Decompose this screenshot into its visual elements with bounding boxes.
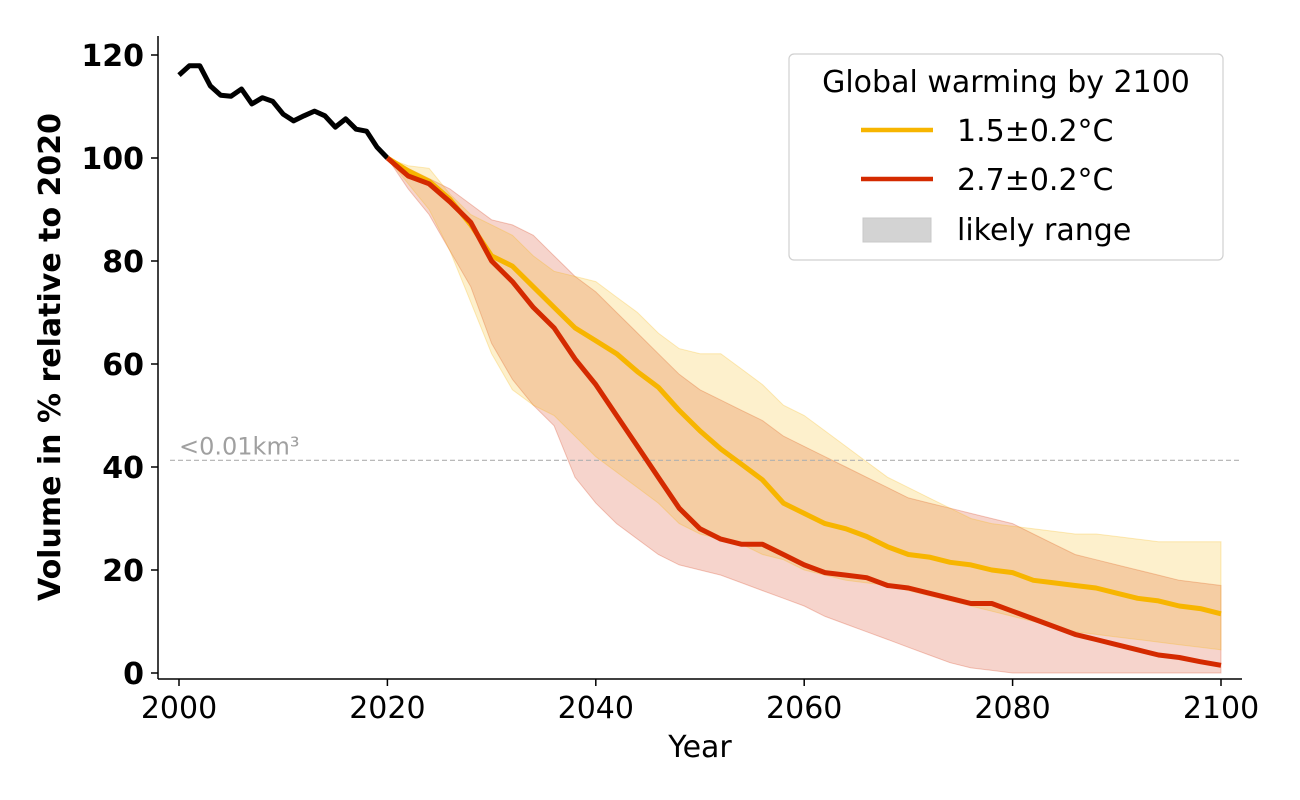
series-line-1-5-0-2-c xyxy=(386,155,1222,617)
series-line-observed xyxy=(177,63,390,160)
y-tick-label: 40 xyxy=(102,451,144,486)
likely-range-band-2-7-0-2-c xyxy=(385,156,1222,674)
threshold-annotation: <0.01km³ xyxy=(170,432,1240,461)
legend-swatch-likely-range xyxy=(862,217,932,243)
x-tick-label: 2000 xyxy=(141,691,217,726)
y-tick-label: 20 xyxy=(102,554,144,589)
y-axis-title: Volume in % relative to 2020 xyxy=(33,113,68,601)
legend-label-likely-range: likely range xyxy=(957,213,1131,248)
likely-range-band-1-5-0-2-c xyxy=(385,156,1222,651)
y-tick-label: 100 xyxy=(81,142,144,177)
legend-title: Global warming by 2100 xyxy=(822,65,1190,100)
series-line-2-7-0-2-c xyxy=(385,156,1222,668)
axes xyxy=(157,36,1242,680)
y-tick-label: 80 xyxy=(102,245,144,280)
x-tick-label: 2040 xyxy=(558,691,634,726)
legend: Global warming by 2100 1.5±0.2°C 2.7±0.2… xyxy=(788,53,1224,261)
y-tick-label: 60 xyxy=(102,348,144,383)
x-tick-label: 2100 xyxy=(1183,691,1259,726)
x-tick-label: 2080 xyxy=(974,691,1050,726)
x-ticks: 2000 2020 2040 2060 2080 2100 xyxy=(141,679,1259,726)
y-ticks: 0 20 40 60 80 100 120 xyxy=(81,39,158,692)
likely-range-bands xyxy=(385,156,1222,674)
x-axis-title: Year xyxy=(667,730,732,765)
y-tick-label: 0 xyxy=(123,657,144,692)
series-lines xyxy=(177,63,1222,668)
x-tick-label: 2060 xyxy=(766,691,842,726)
x-tick-label: 2020 xyxy=(349,691,425,726)
y-tick-label: 120 xyxy=(81,39,144,74)
legend-frame xyxy=(788,53,1224,261)
threshold-label: <0.01km³ xyxy=(179,432,299,460)
legend-label-2p7: 2.7±0.2°C xyxy=(957,163,1114,198)
legend-label-1p5: 1.5±0.2°C xyxy=(957,114,1114,149)
